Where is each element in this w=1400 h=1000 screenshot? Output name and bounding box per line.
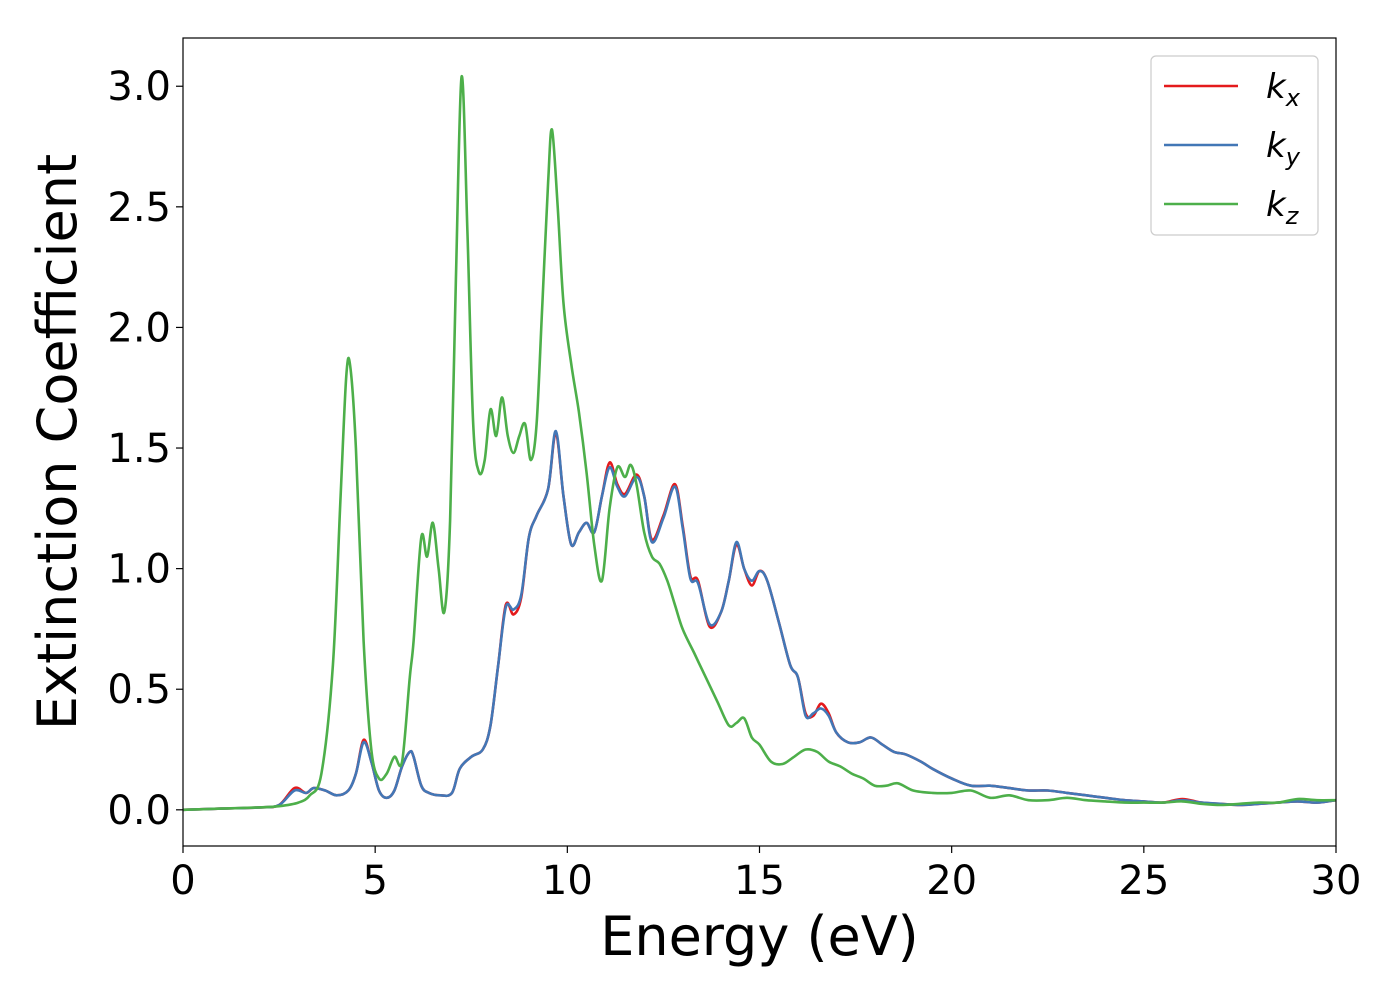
- axis-ticks: 0 5 10 15 20 25 30 0.0 0.5 1.0 1.5 2.0 2.5 3.0: [107, 64, 1361, 904]
- x-tick-label: 25: [1118, 858, 1169, 904]
- legend-label-x: kx: [1266, 67, 1301, 112]
- legend: kx ky kz: [1150, 55, 1319, 236]
- series-line-x: [183, 432, 1336, 812]
- x-tick-label: 30: [1311, 858, 1362, 904]
- y-tick-label: 1.0: [107, 547, 171, 593]
- x-tick-label: 5: [362, 858, 387, 904]
- x-tick-label: 20: [926, 858, 977, 904]
- y-tick-label: 0.5: [107, 667, 171, 713]
- x-tick-label: 10: [542, 858, 593, 904]
- x-tick-label: 0: [170, 858, 195, 904]
- y-tick-label: 2.0: [107, 305, 171, 351]
- y-tick-label: 2.5: [107, 185, 171, 231]
- x-axis-label: Energy (eV): [600, 905, 919, 968]
- y-tick-label: 1.5: [107, 426, 171, 472]
- x-tick-label: 15: [734, 858, 785, 904]
- series-line-y: [183, 429, 1336, 812]
- legend-label-z: kz: [1266, 185, 1300, 230]
- y-tick-label: 3.0: [107, 64, 171, 110]
- series-line-z: [183, 75, 1336, 812]
- y-axis-label: Extinction Coefficient: [26, 154, 89, 730]
- plot-area: [183, 75, 1336, 812]
- y-tick-label: 0.0: [107, 788, 171, 834]
- legend-label-y: ky: [1266, 126, 1301, 171]
